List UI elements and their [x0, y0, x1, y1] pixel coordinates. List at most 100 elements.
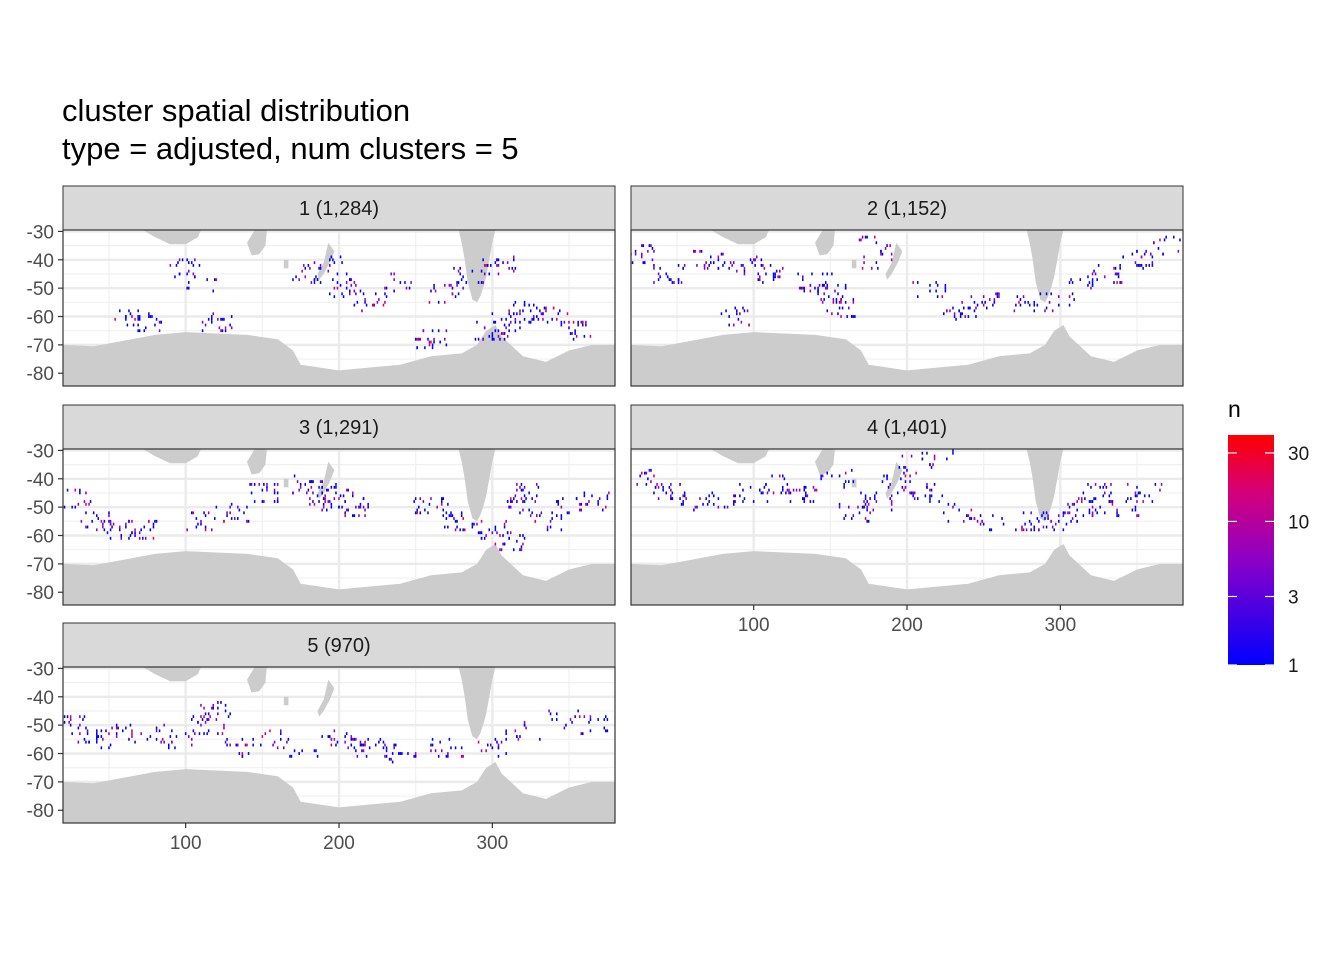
- cell-tile: [605, 729, 607, 733]
- legend-colorbar: [1228, 435, 1274, 665]
- cell-tile: [335, 491, 337, 495]
- cell-tile: [211, 315, 213, 318]
- cell-tile: [430, 743, 432, 747]
- cell-tile: [683, 491, 686, 495]
- cell-tile: [499, 337, 501, 341]
- cell-tile: [66, 715, 69, 719]
- cell-tile: [1139, 264, 1141, 267]
- cell-tile: [453, 266, 455, 270]
- cell-tile: [961, 300, 963, 304]
- cell-tile: [1030, 528, 1032, 532]
- cell-tile: [929, 488, 931, 492]
- cell-tile: [1134, 261, 1137, 265]
- cell-tile: [904, 480, 907, 484]
- cell-tile: [528, 303, 530, 307]
- cell-tile: [1111, 500, 1114, 503]
- cell-tile: [826, 272, 829, 276]
- cell-tile: [494, 528, 497, 532]
- cell-tile: [513, 255, 515, 259]
- cell-tile: [137, 309, 139, 313]
- cell-tile: [1062, 511, 1065, 515]
- cell-tile: [155, 519, 158, 523]
- cell-tile: [488, 528, 491, 532]
- cell-tile: [1022, 295, 1025, 299]
- cell-tile: [926, 485, 928, 489]
- cell-tile: [653, 266, 655, 270]
- cell-tile: [548, 709, 550, 713]
- cell-tile: [874, 497, 876, 501]
- cell-tile: [734, 500, 737, 503]
- cell-tile: [506, 531, 509, 535]
- cell-tile: [1102, 485, 1105, 489]
- cell-tile: [1116, 511, 1118, 515]
- cell-tile: [812, 485, 815, 489]
- cell-tile: [647, 249, 649, 253]
- cell-tile: [309, 266, 311, 270]
- cell-tile: [186, 258, 188, 262]
- cell-tile: [390, 272, 392, 276]
- land-mass: [851, 478, 857, 488]
- cell-tile: [769, 264, 772, 267]
- cell-tile: [457, 292, 460, 296]
- cell-tile: [454, 295, 457, 299]
- cell-tile: [606, 718, 609, 721]
- cell-tile: [295, 275, 297, 279]
- cell-tile: [447, 525, 449, 529]
- cell-tile: [273, 491, 276, 495]
- cell-tile: [1122, 255, 1124, 259]
- cell-tile: [523, 494, 526, 498]
- cell-tile: [217, 701, 219, 704]
- cell-tile: [788, 491, 790, 495]
- cell-tile: [58, 715, 60, 718]
- cell-tile: [802, 497, 804, 501]
- facet-strip-label: 3 (1,291): [299, 417, 379, 439]
- cell-tile: [497, 272, 500, 276]
- cell-tile: [860, 238, 862, 242]
- cell-tile: [442, 514, 445, 518]
- cell-tile: [821, 474, 824, 478]
- cell-tile: [1120, 281, 1123, 284]
- cell-tile: [353, 281, 356, 284]
- cell-tile: [437, 300, 440, 304]
- cell-tile: [935, 289, 937, 293]
- cell-tile: [705, 261, 707, 265]
- cell-tile: [349, 278, 351, 282]
- cell-tile: [482, 337, 484, 341]
- cell-tile: [667, 275, 669, 279]
- cell-tile: [979, 514, 982, 518]
- cell-tile: [441, 749, 443, 753]
- cell-tile: [785, 491, 787, 495]
- cell-tile: [708, 264, 710, 267]
- cell-tile: [353, 737, 356, 741]
- cell-tile: [531, 511, 533, 515]
- cell-tile: [149, 735, 152, 738]
- cell-tile: [647, 477, 649, 481]
- cell-tile: [229, 505, 231, 509]
- cell-tile: [114, 317, 116, 321]
- cell-tile: [1090, 500, 1092, 503]
- cell-tile: [200, 703, 202, 707]
- cell-tile: [140, 528, 142, 532]
- cell-tile: [811, 272, 813, 276]
- cell-tile: [772, 272, 775, 276]
- cell-tile: [497, 754, 500, 758]
- cell-tile: [319, 281, 322, 284]
- cell-tile: [125, 726, 127, 730]
- cell-tile: [710, 261, 712, 265]
- cell-tile: [437, 754, 440, 758]
- cell-tile: [779, 474, 781, 478]
- cell-tile: [986, 306, 988, 310]
- panel-border: [62, 448, 616, 606]
- cell-tile: [1033, 525, 1036, 529]
- cell-tile: [887, 485, 890, 489]
- cell-tile: [959, 312, 962, 316]
- cell-tile: [451, 514, 454, 518]
- cell-tile: [831, 272, 833, 276]
- cell-tile: [350, 737, 353, 741]
- cell-tile: [83, 500, 86, 503]
- cell-tile: [215, 718, 218, 721]
- cell-tile: [361, 309, 363, 313]
- cell-tile: [399, 281, 402, 284]
- cell-tile: [424, 508, 426, 512]
- cell-tile: [944, 283, 947, 287]
